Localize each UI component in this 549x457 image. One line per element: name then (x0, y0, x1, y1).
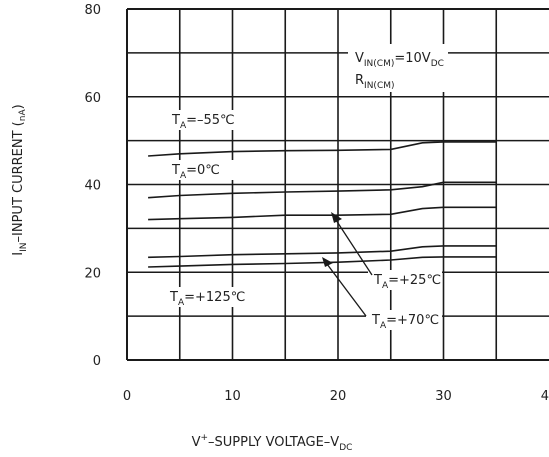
y-tick-label: 60 (84, 91, 101, 106)
x-tick-label: 20 (330, 389, 347, 404)
annotation-vin-cm: VIN(CM)=10VDC (355, 51, 444, 69)
label-ta-minus55: TA=–55℃ (171, 113, 235, 131)
y-tick-label: 0 (93, 354, 101, 369)
label-ta-plus25: TA=+25℃ (373, 273, 441, 291)
label-mask (166, 110, 248, 130)
label-mask (164, 287, 256, 307)
arrow-plus70-head (322, 257, 333, 267)
series-line-4 (148, 256, 497, 268)
arrow-plus70-line (326, 263, 367, 317)
label-ta-0: TA=0℃ (171, 163, 220, 181)
x-tick-label: 30 (435, 389, 452, 404)
series-line-0 (148, 141, 497, 157)
y-tick-label: 80 (84, 3, 101, 18)
y-tick-label: 20 (84, 266, 101, 281)
x-tick-label: 40 (541, 389, 549, 404)
plot-border (126, 8, 549, 361)
series-line-1 (148, 181, 497, 199)
x-axis-label: V+–SUPPLY VOLTAGE–VDC (192, 433, 353, 453)
arrows (322, 212, 373, 317)
series-layer (148, 141, 497, 268)
label-mask (166, 160, 250, 180)
label-ta-plus70: TA=+70℃ (371, 313, 439, 331)
arrow-plus25-line (335, 219, 373, 276)
y-axis-label: IIN–INPUT CURRENT (nA) (11, 104, 29, 255)
label-ta-plus125: TA=+125℃ (169, 290, 245, 308)
label-masks (164, 44, 448, 330)
x-tick-label: 10 (224, 389, 241, 404)
y-tick-label: 40 (84, 179, 101, 194)
annotation-rin-cm: RIN(CM) (355, 73, 395, 91)
label-mask (368, 270, 442, 290)
grid (127, 9, 549, 360)
arrow-plus25-head (331, 212, 342, 223)
series-line-3 (148, 245, 497, 259)
series-line-2 (148, 206, 497, 221)
label-mask (366, 310, 442, 330)
x-tick-label: 0 (123, 389, 131, 404)
tick-labels: 0 10 20 30 40 0 20 40 60 80 (84, 3, 549, 404)
label-mask (348, 44, 448, 92)
